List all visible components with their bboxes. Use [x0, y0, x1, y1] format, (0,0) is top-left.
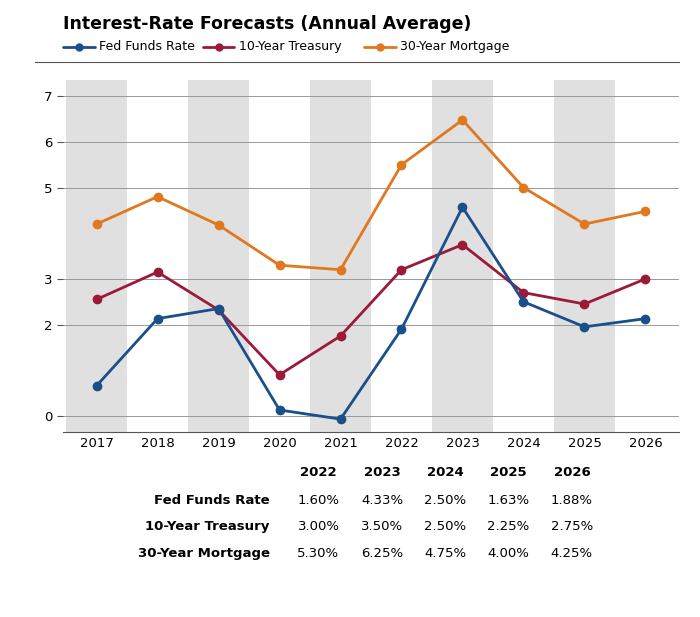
Text: Fed Funds Rate: Fed Funds Rate: [99, 40, 195, 54]
Text: 4.25%: 4.25%: [551, 547, 593, 560]
Text: 4.33%: 4.33%: [361, 494, 403, 507]
Text: 4.75%: 4.75%: [424, 547, 466, 560]
Text: 2.50%: 2.50%: [424, 520, 466, 533]
Text: 5.30%: 5.30%: [298, 547, 340, 560]
Text: 10-Year Treasury: 10-Year Treasury: [239, 40, 342, 54]
Text: 2024: 2024: [427, 466, 463, 479]
Text: 30-Year Mortgage: 30-Year Mortgage: [137, 547, 270, 560]
Text: 2023: 2023: [364, 466, 400, 479]
Text: 2022: 2022: [300, 466, 337, 479]
Bar: [432, 80, 493, 432]
Text: 2.75%: 2.75%: [551, 520, 593, 533]
Text: 1.63%: 1.63%: [487, 494, 529, 507]
Text: 30-Year Mortgage: 30-Year Mortgage: [400, 40, 510, 54]
Text: 2.50%: 2.50%: [424, 494, 466, 507]
Text: 3.50%: 3.50%: [361, 520, 403, 533]
Text: 10-Year Treasury: 10-Year Treasury: [145, 520, 270, 533]
Bar: [310, 80, 371, 432]
Text: 1.88%: 1.88%: [551, 494, 593, 507]
Text: 2025: 2025: [490, 466, 526, 479]
Text: 2026: 2026: [554, 466, 590, 479]
Bar: [66, 80, 127, 432]
Text: Interest-Rate Forecasts (Annual Average): Interest-Rate Forecasts (Annual Average): [63, 15, 471, 33]
Text: 1.60%: 1.60%: [298, 494, 340, 507]
Bar: [188, 80, 249, 432]
Text: 4.00%: 4.00%: [487, 547, 529, 560]
Text: 6.25%: 6.25%: [361, 547, 403, 560]
Bar: [554, 80, 615, 432]
Text: 3.00%: 3.00%: [298, 520, 340, 533]
Text: 2.25%: 2.25%: [487, 520, 529, 533]
Text: Fed Funds Rate: Fed Funds Rate: [154, 494, 270, 507]
